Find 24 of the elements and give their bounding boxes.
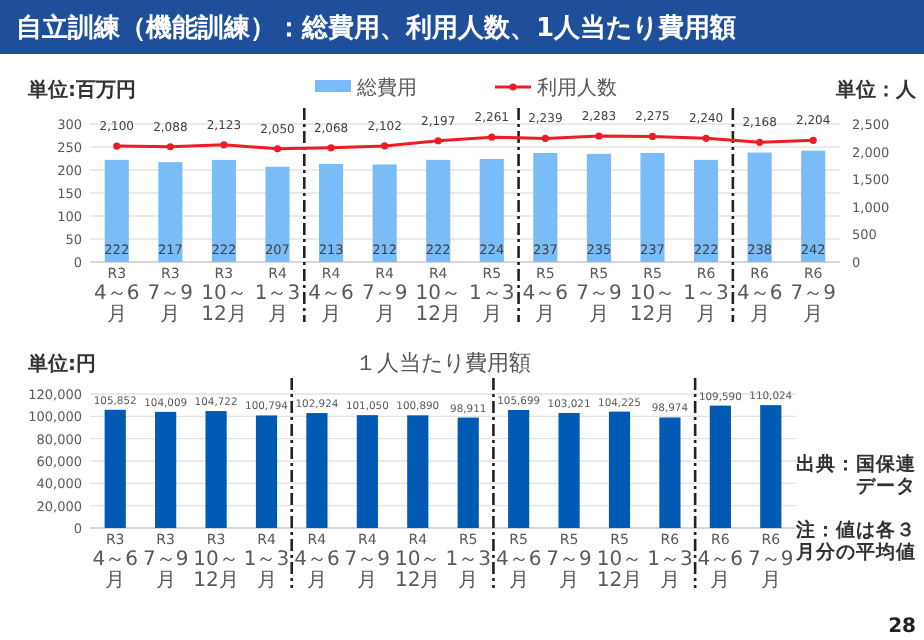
y-axis-title: 単位:円 (26, 352, 96, 376)
annotation: 出典：国保連データ (796, 452, 916, 498)
point (381, 142, 389, 150)
point (541, 134, 549, 143)
point (595, 132, 603, 140)
chart-title: 自立訓練（機能訓練）：総費用、利用人数、1人当たり費用額 (16, 12, 737, 44)
text: 28 (888, 616, 917, 638)
point (327, 144, 335, 152)
y2-axis-title: 単位：人 (834, 78, 918, 102)
point (488, 133, 496, 141)
point (702, 134, 710, 142)
point (756, 138, 764, 146)
point (648, 132, 657, 141)
point (434, 137, 442, 145)
annotation: 注：値は各３月分の平均値 (794, 518, 916, 564)
point (113, 142, 121, 150)
chart-title: １人当たり費用額 (355, 350, 531, 376)
legend-label: 総費用 (355, 76, 417, 100)
y-axis-title: 単位:百万円 (26, 78, 136, 102)
point (273, 145, 282, 153)
legend-label: 利用人数 (537, 76, 617, 100)
point (166, 143, 174, 151)
point (220, 141, 228, 149)
point (809, 136, 817, 144)
